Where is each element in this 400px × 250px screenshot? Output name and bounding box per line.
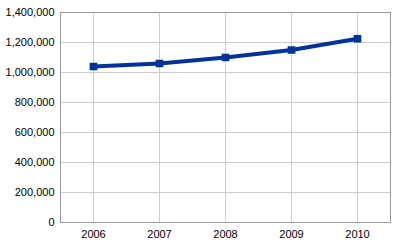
svg-text:2008: 2008 (213, 228, 237, 240)
svg-text:600,000: 600,000 (15, 126, 55, 138)
svg-text:0: 0 (48, 216, 54, 228)
svg-text:200,000: 200,000 (15, 186, 55, 198)
svg-text:800,000: 800,000 (15, 96, 55, 108)
svg-text:2007: 2007 (147, 228, 171, 240)
svg-text:2009: 2009 (279, 228, 303, 240)
svg-text:1,400,000: 1,400,000 (6, 6, 55, 18)
svg-text:400,000: 400,000 (15, 156, 55, 168)
svg-text:1,000,000: 1,000,000 (6, 66, 55, 78)
svg-text:1,200,000: 1,200,000 (6, 36, 55, 48)
svg-text:2006: 2006 (81, 228, 105, 240)
svg-text:2010: 2010 (345, 228, 369, 240)
